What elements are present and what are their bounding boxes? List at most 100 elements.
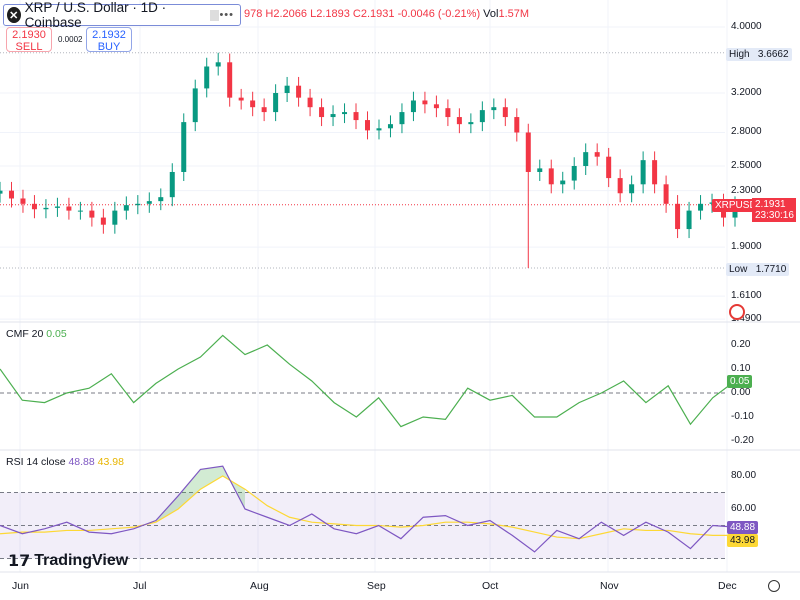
candle-body bbox=[479, 110, 485, 123]
candle-body bbox=[410, 100, 416, 113]
candle-body bbox=[548, 168, 554, 185]
candle-body bbox=[192, 88, 198, 123]
time-tick: Aug bbox=[250, 580, 269, 592]
settings-icon[interactable] bbox=[768, 580, 780, 592]
candle-body bbox=[215, 62, 221, 67]
buy-button[interactable]: 2.1932 BUY bbox=[86, 27, 132, 53]
ohlc-readout: 978 H2.2066 L2.1893 C2.1931 -0.0046 (-0.… bbox=[244, 8, 530, 20]
candle-body bbox=[514, 117, 520, 133]
time-tick: Sep bbox=[367, 580, 386, 592]
candle-body bbox=[330, 114, 336, 118]
candle-body bbox=[204, 66, 210, 89]
candle-body bbox=[273, 92, 279, 113]
candle-body bbox=[376, 128, 382, 131]
time-tick: Nov bbox=[600, 580, 619, 592]
price-tick: 2.3000 bbox=[731, 184, 762, 196]
candle-body bbox=[284, 85, 290, 93]
candle-body bbox=[296, 85, 302, 98]
candle-body bbox=[169, 171, 175, 198]
candle-body bbox=[0, 190, 3, 194]
candle-body bbox=[319, 107, 325, 118]
candle-body bbox=[399, 112, 405, 125]
low-marker: Low 1.7710 bbox=[726, 263, 790, 276]
price-tick: 3.2000 bbox=[731, 86, 762, 98]
last-price-tag: 2.1931 23:30:16 bbox=[752, 198, 796, 222]
candle-body bbox=[100, 217, 106, 225]
candle-body bbox=[640, 160, 646, 185]
candle-body bbox=[66, 206, 72, 211]
candle-body bbox=[663, 184, 669, 204]
candle-body bbox=[112, 210, 118, 225]
candle-body bbox=[353, 112, 359, 121]
candle-body bbox=[135, 203, 141, 206]
candle-body bbox=[238, 97, 244, 101]
candle-body bbox=[629, 184, 635, 194]
time-tick: Oct bbox=[482, 580, 499, 592]
candle-body bbox=[227, 62, 233, 98]
candle-body bbox=[491, 107, 497, 111]
candle-body bbox=[468, 122, 474, 125]
candle-body bbox=[422, 100, 428, 105]
price-tick: 2.5000 bbox=[731, 160, 762, 171]
candle-body bbox=[8, 190, 14, 199]
cmf-tick: -0.10 bbox=[731, 411, 754, 422]
candle-body bbox=[181, 122, 187, 172]
candle-body bbox=[686, 210, 692, 230]
rsi-line bbox=[0, 465, 736, 553]
candle-body bbox=[675, 203, 681, 230]
candle-body bbox=[594, 152, 600, 157]
candle-body bbox=[123, 205, 129, 211]
candle-body bbox=[698, 203, 704, 211]
flag-icon[interactable] bbox=[729, 304, 745, 320]
candle-body bbox=[445, 108, 451, 118]
cmf-line bbox=[0, 334, 736, 428]
candle-body bbox=[307, 97, 313, 108]
rsi-tick: 60.00 bbox=[731, 503, 757, 514]
candle-body bbox=[502, 107, 508, 118]
rsi-ma-tag: 43.98 bbox=[727, 534, 759, 547]
rsi-legend[interactable]: RSI 14 close 48.88 43.98 bbox=[6, 456, 124, 468]
candle-body bbox=[365, 120, 370, 131]
candle-body bbox=[342, 112, 348, 115]
candle-body bbox=[652, 160, 658, 185]
more-options-icon[interactable]: ••• bbox=[219, 9, 234, 21]
price-tick: 4.0000 bbox=[731, 21, 762, 32]
price-tick: 2.8000 bbox=[731, 126, 762, 138]
cmf-tick: 0.20 bbox=[731, 339, 751, 350]
candle-body bbox=[560, 180, 566, 185]
candle-body bbox=[617, 178, 623, 194]
candle-body bbox=[20, 198, 26, 204]
candle-body bbox=[54, 206, 60, 208]
cmf-legend[interactable]: CMF 20 0.05 bbox=[6, 328, 67, 340]
candle-body bbox=[525, 132, 531, 172]
price-tick: 1.4900 bbox=[731, 313, 762, 325]
candle-body bbox=[537, 168, 543, 172]
candle-body bbox=[433, 104, 439, 109]
symbol-tag: XRPUSD bbox=[712, 199, 760, 212]
candle-body bbox=[571, 166, 577, 181]
price-tick: 1.6100 bbox=[731, 290, 762, 302]
tradingview-logo[interactable]: 𝟭𝟳 TradingView bbox=[8, 552, 129, 570]
rsi-ma-line bbox=[0, 475, 735, 540]
candle-body bbox=[606, 156, 612, 179]
rsi-tick: 80.00 bbox=[731, 470, 757, 481]
tv-logo-icon: 𝟭𝟳 bbox=[8, 553, 31, 570]
symbol-title-box[interactable]: ✕ XRP / U.S. Dollar · 1D · Coinbase ••• bbox=[3, 0, 241, 30]
spread-value: 0.0002 bbox=[58, 35, 83, 44]
symbol-title[interactable]: XRP / U.S. Dollar · 1D · Coinbase bbox=[24, 0, 167, 30]
candle-body bbox=[43, 207, 49, 210]
cmf-tick: 0.00 bbox=[731, 387, 751, 398]
candle-body bbox=[261, 107, 267, 113]
candle-body bbox=[31, 203, 37, 210]
rsi-value-tag: 48.88 bbox=[727, 521, 759, 534]
high-marker: High 3.6662 bbox=[726, 48, 792, 61]
xrp-logo: ✕ bbox=[7, 7, 21, 23]
sell-button[interactable]: 2.1930 SELL bbox=[6, 27, 52, 53]
candle-body bbox=[89, 210, 95, 218]
candle-body bbox=[250, 100, 256, 108]
price-tick: 1.9000 bbox=[731, 241, 762, 253]
rsi-overbought-fill bbox=[155, 466, 245, 523]
time-tick: Jun bbox=[12, 580, 29, 592]
cmf-value-tag: 0.05 bbox=[727, 375, 753, 388]
